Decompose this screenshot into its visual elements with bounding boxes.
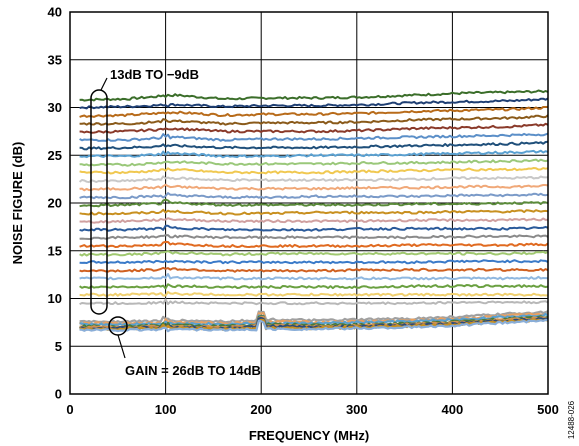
x-tick-label: 500	[537, 402, 559, 417]
x-tick-label: 300	[346, 402, 368, 417]
series-line-3	[79, 105, 549, 118]
annotation-gain-range-top: 13dB TO −9dB	[110, 67, 199, 82]
y-tick-label: 5	[55, 339, 62, 354]
series-line-21	[79, 259, 549, 265]
range-bracket-13dB-to-9dB	[90, 89, 108, 315]
x-tick-label: 200	[250, 402, 272, 417]
series-line-10	[79, 167, 549, 175]
tick-labels: 0 100 200 300 400 500 0 5 10 15 20 25 30 35 40	[48, 5, 559, 418]
series-group	[78, 89, 549, 333]
annotation-leader-top	[100, 77, 108, 91]
series-line-15	[79, 208, 549, 216]
y-axis-title: NOISE FIGURE (dB)	[10, 142, 25, 265]
series-line-14	[79, 198, 549, 208]
plot-frame	[69, 11, 549, 395]
series-line-34	[79, 318, 548, 333]
y-tick-label: 20	[48, 196, 62, 211]
series-line-7	[79, 140, 549, 151]
series-line-25	[79, 291, 548, 297]
series-line-26	[79, 298, 549, 306]
x-axis-title: FREQUENCY (MHz)	[249, 428, 369, 443]
x-tick-label: 400	[442, 402, 464, 417]
series-line-27	[79, 310, 549, 324]
figure-id: 12488-026	[567, 400, 576, 439]
annotation-leader-bottom	[117, 334, 126, 359]
series-line-13	[79, 192, 549, 200]
series-line-30	[79, 315, 549, 329]
x-tick-label: 0	[66, 402, 73, 417]
series-line-20	[79, 250, 549, 257]
series-line-5	[79, 122, 549, 134]
series-line-18	[79, 234, 549, 240]
series-line-8	[79, 149, 549, 159]
annotation-gain-range-bottom: GAIN = 26dB TO 14dB	[125, 363, 261, 378]
y-tick-label: 0	[55, 387, 62, 402]
series-line-4	[79, 114, 549, 126]
series-line-1	[79, 89, 549, 102]
series-line-24	[79, 283, 549, 290]
series-line-9	[79, 158, 549, 167]
y-tick-label: 25	[48, 148, 62, 163]
y-tick-label: 10	[48, 291, 62, 306]
series-line-23	[79, 273, 549, 281]
y-tick-label: 35	[48, 52, 62, 67]
series-line-19	[79, 240, 549, 248]
y-tick-label: 40	[48, 5, 62, 20]
series-line-12	[79, 183, 549, 192]
series-line-2	[79, 97, 549, 110]
series-line-22	[79, 266, 549, 273]
y-tick-label: 30	[48, 100, 62, 115]
y-tick-label: 15	[48, 243, 62, 258]
series-line-11	[78, 175, 549, 184]
series-line-6	[79, 132, 549, 142]
x-tick-label: 100	[155, 402, 177, 417]
series-line-16	[79, 217, 549, 224]
series-line-17	[79, 224, 549, 232]
